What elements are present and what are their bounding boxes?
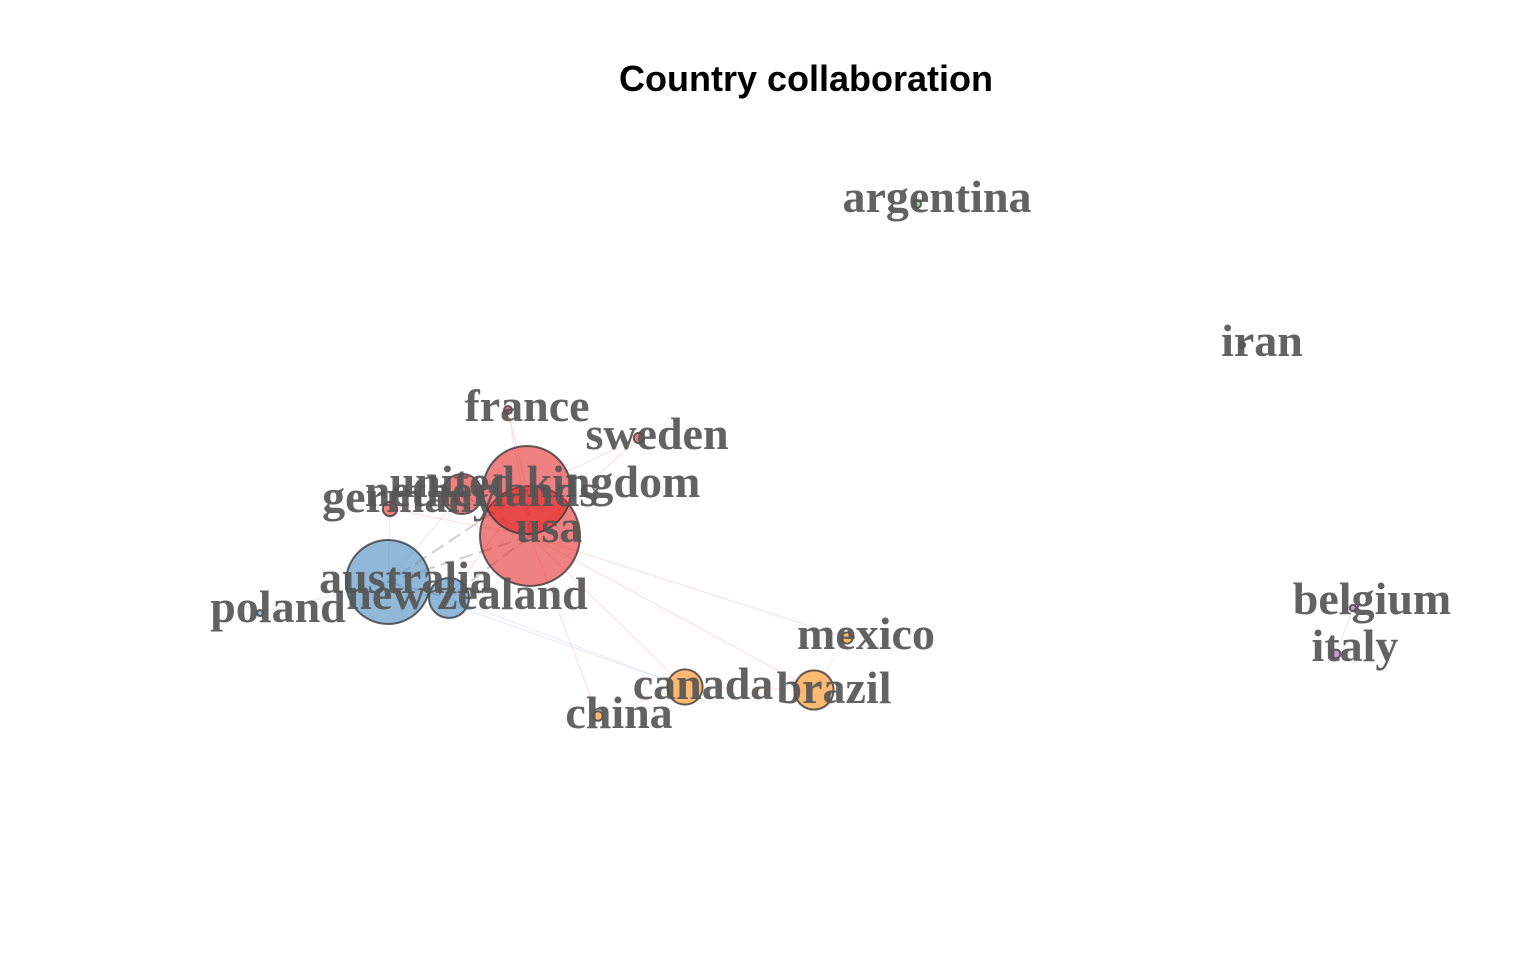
label-poland: poland: [210, 581, 346, 632]
node-united-kingdom[interactable]: [482, 445, 572, 535]
label-united-kingdom: united kingdom: [390, 456, 701, 507]
node-netherlands[interactable]: [441, 473, 483, 515]
node-brazil[interactable]: [793, 669, 835, 711]
label-usa: usa: [516, 501, 582, 552]
label-germany: germany: [322, 471, 496, 522]
edge-canada-brazil: [684, 686, 815, 691]
node-poland[interactable]: [256, 609, 264, 617]
label-mexico: mexico: [797, 608, 935, 659]
label-sweden: sweden: [585, 408, 728, 459]
node-mexico[interactable]: [840, 631, 854, 645]
node-australia[interactable]: [345, 539, 431, 625]
node-germany[interactable]: [381, 500, 399, 518]
label-argentina: argentina: [842, 171, 1031, 222]
node-iran[interactable]: [1238, 341, 1246, 349]
edge-usa-mexico: [529, 535, 848, 639]
node-china[interactable]: [592, 710, 604, 722]
label-italy: italy: [1312, 620, 1399, 671]
label-china: china: [565, 687, 672, 738]
nodes-layer: [256, 199, 1358, 722]
edge-usa-brazil: [529, 535, 815, 691]
node-argentina[interactable]: [912, 199, 922, 209]
label-australia: australia: [319, 552, 493, 603]
label-new-zealand: new zealand: [346, 568, 588, 619]
node-italy[interactable]: [1330, 648, 1342, 660]
chart-title: Country collaboration: [618, 58, 993, 99]
node-canada[interactable]: [666, 668, 704, 706]
node-france[interactable]: [503, 405, 513, 415]
label-canada: canada: [633, 658, 774, 709]
label-france: france: [464, 380, 589, 431]
node-belgium[interactable]: [1348, 603, 1358, 613]
label-iran: iran: [1221, 315, 1303, 366]
edge-belgium-italy: [1335, 607, 1354, 655]
label-brazil: brazil: [777, 662, 892, 713]
edge-new-zealand-canada: [448, 597, 686, 688]
node-sweden[interactable]: [632, 431, 646, 445]
label-belgium: belgium: [1293, 573, 1451, 624]
label-netherlands: netherlands: [365, 465, 598, 516]
node-new-zealand[interactable]: [428, 577, 470, 619]
